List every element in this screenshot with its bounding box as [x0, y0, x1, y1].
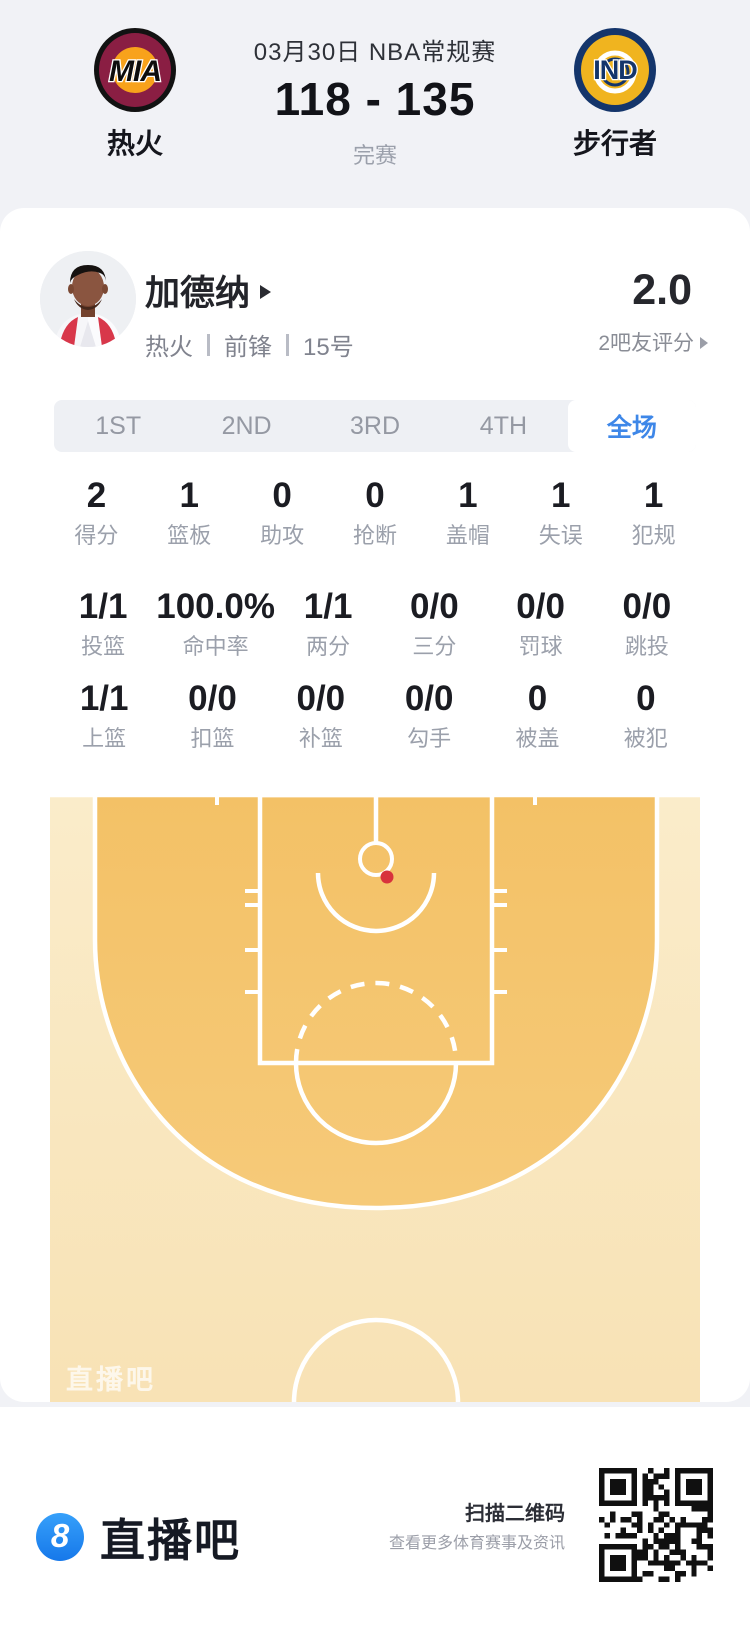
tab-1st[interactable]: 1ST	[95, 411, 142, 440]
chevron-right-icon	[700, 337, 708, 349]
tab-full-game[interactable]: 全场	[567, 400, 697, 452]
stat-dunk: 0/0 扣篮	[188, 679, 237, 751]
stat-ft: 0/0 罚球	[516, 587, 565, 659]
qr-code	[599, 1468, 713, 1582]
app-footer: 8 直播吧 扫描二维码 查看更多体育赛事及资讯	[0, 1407, 750, 1629]
match-date: 03月30日 NBA常规赛	[253, 39, 497, 66]
zhibo8-logo-icon: 8	[36, 1512, 84, 1561]
team-home-name: 热火	[106, 128, 163, 159]
player-position: 前锋	[224, 334, 272, 361]
stat-steals: 0 抢断	[353, 476, 398, 548]
player-team: 热火	[145, 334, 193, 361]
stat-fouls: 1 犯规	[631, 476, 676, 548]
stat-blocks: 1 盖帽	[445, 476, 490, 548]
dropdown-arrow-icon	[260, 284, 272, 299]
tab-3rd[interactable]: 3RD	[350, 411, 401, 440]
qr-caption: 扫描二维码 查看更多体育赛事及资讯	[389, 1502, 565, 1553]
brand-name: 直播吧	[100, 1515, 242, 1566]
quarter-tabs: 1ST 2ND 3RD 4TH 全场	[54, 400, 697, 452]
stat-points: 2 得分	[74, 476, 119, 548]
match-status: 完赛	[352, 143, 397, 168]
shot-chart: 直播吧	[50, 793, 700, 1402]
logo-8-glyph: 8	[50, 1517, 70, 1554]
heat-logo-icon: MIA	[94, 28, 176, 112]
stat-fouled: 0 被犯	[623, 679, 668, 751]
player-meta: 热火 前锋 15号	[145, 327, 354, 362]
pacers-logo-icon: IND	[574, 28, 656, 112]
stat-turnovers: 1 失误	[538, 476, 583, 548]
player-avatar[interactable]	[40, 251, 136, 347]
stat-rebounds: 1 篮板	[167, 476, 212, 548]
meta-separator	[286, 333, 289, 356]
stat-fg: 1/1 投篮	[78, 587, 128, 659]
rating-box: 2.0 2吧友评分	[598, 266, 708, 357]
rating-label-text: 2吧友评分	[598, 332, 694, 355]
team-away[interactable]: IND 步行者	[535, 26, 695, 162]
stat-putback: 0/0 补篮	[296, 679, 346, 751]
stat-2pt: 1/1 两分	[303, 587, 353, 659]
stat-blocked: 0 被盖	[515, 679, 560, 751]
rating-value: 2.0	[632, 266, 692, 314]
qr-title: 扫描二维码	[465, 1503, 565, 1525]
match-header: 03月30日 NBA常规赛 118 - 135 完赛 MIA 热火 IND 步行…	[0, 0, 750, 208]
court-icon	[50, 793, 700, 1402]
meta-separator	[207, 333, 210, 356]
player-card: 加德纳 热火 前锋 15号 2.0 2吧友评分 1ST 2ND 3RD 4TH …	[0, 208, 750, 1402]
stat-3pt: 0/0 三分	[410, 587, 459, 659]
match-score: 118 - 135	[274, 73, 476, 125]
stat-fg-pct: 100.0% 命中率	[156, 587, 275, 659]
rating-link[interactable]: 2吧友评分	[598, 327, 708, 357]
tab-4th[interactable]: 4TH	[479, 411, 528, 440]
stats-row-shooting: 1/1 投篮 100.0% 命中率 1/1 两分 0/0 三分 0/0 罚球 0…	[50, 587, 700, 660]
player-number: 15号	[303, 334, 354, 361]
court-watermark: 直播吧	[66, 1365, 156, 1395]
player-name: 加德纳	[145, 273, 251, 313]
player-photo	[40, 251, 136, 347]
tab-2nd[interactable]: 2ND	[221, 411, 272, 440]
qr-subtitle: 查看更多体育赛事及资讯	[388, 1535, 565, 1552]
stat-hook: 0/0 勾手	[404, 679, 454, 751]
svg-text:IND: IND	[593, 55, 637, 85]
stat-assists: 0 助攻	[260, 476, 305, 548]
stats-row-shot-types: 1/1 上篮 0/0 扣篮 0/0 补篮 0/0 勾手 0 被盖 0 被犯	[50, 679, 700, 752]
player-name-row[interactable]: 加德纳	[145, 268, 272, 313]
shot-marker-made	[380, 870, 394, 884]
svg-text:MIA: MIA	[109, 55, 161, 88]
brand-row: 8 直播吧	[36, 1504, 241, 1569]
team-home[interactable]: MIA 热火	[55, 26, 215, 162]
stat-jumper: 0/0 跳投	[622, 587, 672, 659]
team-away-name: 步行者	[572, 128, 657, 159]
stat-layup: 1/1 上篮	[79, 679, 129, 751]
stats-row-basic: 2 得分 1 篮板 0 助攻 0 抢断 1 盖帽 1 失误	[50, 476, 700, 549]
